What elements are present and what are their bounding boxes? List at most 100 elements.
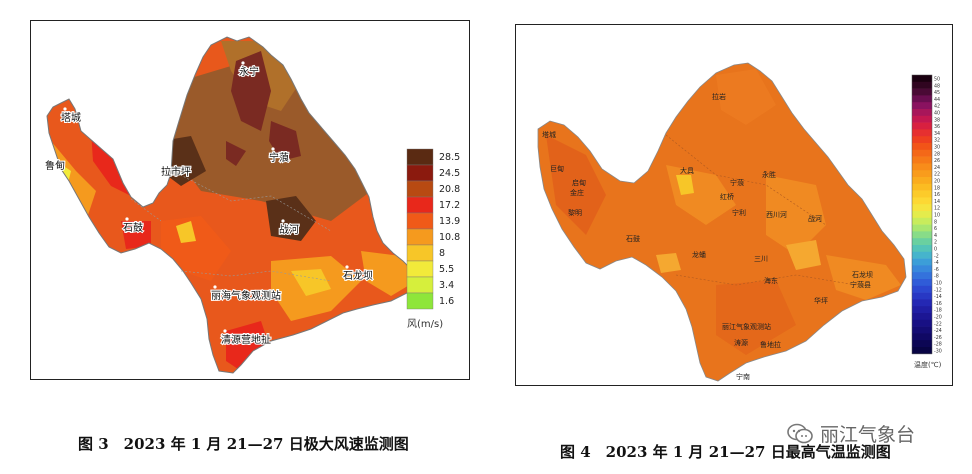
temperature-legend-swatch [912, 88, 932, 96]
wind-legend-value: 1.6 [439, 296, 454, 307]
wind-legend-swatch [406, 180, 434, 198]
temperature-legend-tick: -20 [934, 315, 942, 321]
temperature-legend-tick: 50 [934, 77, 940, 83]
wind-legend-swatch [406, 228, 434, 246]
temperature-legend-tick: -22 [934, 321, 942, 327]
temperature-legend-swatch [912, 170, 932, 178]
wind-legend-value: 3.4 [439, 280, 454, 291]
place-label: 石龙坝 [852, 270, 873, 279]
temperature-legend-tick: -2 [934, 253, 939, 259]
place-label: 永胜 [762, 170, 776, 179]
place-label: 石鼓 [626, 234, 640, 243]
temperature-legend-tick: -24 [934, 328, 942, 334]
temperature-legend-tick: 45 [934, 90, 940, 96]
temperature-legend-swatch [912, 156, 932, 164]
place-marker [47, 155, 51, 159]
temperature-legend-swatch [912, 95, 932, 103]
place-marker [163, 161, 167, 165]
place-label: 宁蒗 [269, 151, 289, 164]
temperature-legend-tick: 8 [934, 219, 937, 225]
watermark-text: 丽江气象台 [820, 424, 916, 446]
temperature-legend-swatch [912, 183, 932, 191]
temperature-map-panel: 拉岩 塔城 巨甸 启甸 金庄 黎明 大具 宁蒗 红桥 永胜 宁利 西川河 战河 石鼓 龙蟠 三川 海东 华坪 石龙坝… [515, 24, 953, 386]
temperature-legend-swatch [912, 102, 932, 110]
temperature-legend-swatch [912, 109, 932, 117]
place-marker [223, 329, 227, 333]
place-label: 龙蟠 [692, 250, 706, 259]
place-label: 丽江气象观测站 [722, 322, 771, 331]
place-label: 清源营地扯 [221, 333, 271, 346]
temperature-legend-tick: 28 [934, 151, 940, 157]
wind-legend-value: 5.5 [439, 264, 454, 275]
temperature-legend-tick: -14 [934, 294, 942, 300]
temperature-legend-tick: 18 [934, 185, 940, 191]
place-label: 鲁甸 [45, 159, 65, 172]
place-label: 宁南 [736, 372, 750, 381]
temperature-legend-swatch [912, 265, 932, 273]
temperature-legend-tick: 14 [934, 199, 940, 205]
place-label: 西川河 [766, 211, 787, 219]
place-marker [125, 217, 129, 221]
wind-legend-value: 10.8 [439, 232, 460, 243]
wind-legend-value: 8 [439, 248, 445, 259]
temperature-legend-swatch [912, 292, 932, 300]
wind-legend-swatch [406, 260, 434, 278]
temperature-legend-tick: 4 [934, 233, 937, 239]
temperature-legend-swatch [912, 347, 932, 355]
wind-legend-swatch [406, 276, 434, 294]
temperature-legend-tick: -12 [934, 287, 942, 293]
place-label: 宁蒗 [730, 178, 744, 187]
temperature-legend-tick: 40 [934, 111, 940, 117]
temperature-legend-tick: 42 [934, 104, 940, 110]
temperature-legend-tick: 38 [934, 117, 940, 123]
place-label: 石龙坝 [343, 269, 373, 282]
temperature-legend-swatch [912, 238, 932, 246]
temperature-legend-swatch [912, 177, 932, 185]
caption-wind-map: 图 3 2023 年 1 月 21—27 日极大风速监测图 [78, 435, 409, 453]
caption-temperature-map: 图 4 2023 年 1 月 21—27 日最高气温监测图 [560, 443, 891, 461]
wind-map-panel: 永宁 塔城 鲁甸 拉市坪 宁蒗 石鼓 战河 石龙坝 丽海气象观测站 清源营地扯 28.5 24.5 2… [30, 20, 470, 380]
temperature-legend-swatch [912, 190, 932, 198]
temperature-legend-tick: 6 [934, 226, 937, 232]
temperature-legend-swatch [912, 149, 932, 157]
temperature-legend-tick: -8 [934, 274, 939, 280]
place-label: 塔城 [61, 111, 81, 124]
temperature-legend-swatch [912, 258, 932, 266]
wind-legend: 28.5 24.5 20.8 17.2 13.9 10.8 8 5.5 3.4 1.6 [406, 148, 460, 310]
temperature-legend-swatch [912, 333, 932, 341]
place-label: 宁蒗县 [850, 280, 871, 289]
place-label: 大具 [680, 166, 694, 175]
place-label: 拉市坪 [161, 165, 191, 178]
place-label: 巨甸 [550, 164, 564, 173]
temperature-legend-tick: -6 [934, 267, 939, 273]
place-marker [271, 147, 275, 151]
wind-legend-swatch [406, 148, 434, 166]
temperature-legend-swatch [912, 122, 932, 130]
place-label: 宁利 [732, 208, 746, 217]
place-marker [63, 107, 67, 111]
place-label: 金庄 [570, 188, 584, 197]
temperature-legend-tick: -10 [934, 281, 942, 287]
temperature-legend-swatch [912, 251, 932, 259]
temperature-legend-tick: 34 [934, 131, 940, 137]
temperature-legend-swatch [912, 319, 932, 327]
temperature-legend: 5048454442403836343230282624222018161412… [911, 74, 942, 355]
wind-legend-value: 24.5 [439, 168, 460, 179]
temperature-legend-swatch [912, 285, 932, 293]
temperature-legend-unit: 温度(℃) [914, 360, 942, 369]
temperature-legend-swatch [912, 306, 932, 314]
temperature-legend-tick: 2 [934, 240, 937, 246]
place-marker [345, 265, 349, 269]
temperature-legend-swatch [912, 217, 932, 225]
temperature-legend-tick: -28 [934, 342, 942, 348]
temperature-legend-swatch [912, 81, 932, 89]
temperature-legend-swatch [912, 326, 932, 334]
temperature-legend-tick: -18 [934, 308, 942, 314]
place-label: 战河 [808, 214, 822, 223]
temperature-legend-tick: 10 [934, 213, 940, 219]
place-label: 石鼓 [123, 221, 143, 234]
place-marker [213, 285, 217, 289]
wechat-icon [787, 423, 813, 443]
temperature-legend-tick: -30 [934, 349, 942, 355]
